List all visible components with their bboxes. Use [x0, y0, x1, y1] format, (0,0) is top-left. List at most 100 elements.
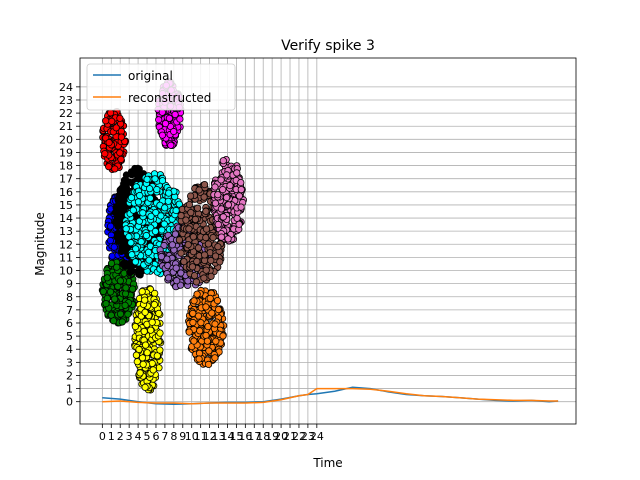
- legend-label-reconstructed: reconstructed: [128, 91, 211, 105]
- scatter-point: [165, 189, 173, 197]
- scatter-point: [116, 114, 124, 122]
- scatter-point: [129, 285, 137, 293]
- scatter-point: [180, 257, 188, 266]
- scatter-point: [195, 355, 203, 363]
- scatter-point: [153, 185, 161, 194]
- scatter-point: [122, 284, 130, 292]
- axes-frame: [79, 57, 577, 425]
- x-tick-label-0: 0: [99, 430, 106, 443]
- scatter-cluster-8: [175, 181, 228, 286]
- x-tick-label-7: 7: [161, 430, 168, 443]
- scatter-point: [203, 337, 211, 345]
- x-tick-label-9: 9: [179, 430, 186, 443]
- scatter-point: [226, 182, 234, 190]
- scatter-point: [106, 288, 115, 296]
- scatter-point: [217, 176, 225, 184]
- scatter-point: [173, 277, 181, 285]
- scatter-point: [211, 354, 219, 362]
- scatter-point: [211, 320, 219, 328]
- scatter-point: [116, 149, 124, 157]
- scatter-point: [176, 281, 185, 289]
- scatter-point: [211, 199, 220, 207]
- scatter-point: [151, 175, 159, 183]
- scatter-point: [224, 201, 232, 209]
- scatter-point: [208, 309, 216, 317]
- y-tick-label-5: 5: [66, 330, 73, 343]
- y-tick-label-0: 0: [66, 396, 73, 409]
- scatter-point: [219, 213, 227, 221]
- scatter-point: [143, 175, 151, 183]
- scatter-point: [122, 171, 131, 179]
- x-tick-label-24: 24: [310, 430, 324, 443]
- scatter-point: [113, 263, 121, 271]
- scatter-point: [133, 358, 141, 366]
- scatter-point: [202, 225, 211, 233]
- scatter-point: [200, 274, 208, 282]
- scatter-point: [107, 259, 116, 267]
- x-tick-label-12: 12: [203, 430, 217, 443]
- scatter-point: [201, 251, 209, 259]
- y-tick-label-19: 19: [59, 146, 73, 159]
- legend-box: [86, 63, 236, 111]
- scatter-point: [219, 186, 227, 194]
- y-tick-label-7: 7: [66, 304, 73, 317]
- scatter-point: [144, 248, 153, 256]
- scatter-point: [139, 209, 147, 217]
- scatter-point: [116, 310, 125, 318]
- scatter-point: [118, 318, 126, 326]
- scatter-point: [152, 209, 160, 217]
- scatter-point: [101, 150, 109, 158]
- scatter-point: [141, 308, 149, 316]
- series-line-reconstructed: [102, 387, 559, 405]
- scatter-point: [131, 322, 139, 331]
- scatter-point: [196, 327, 204, 335]
- scatter-point: [192, 278, 200, 286]
- scatter-point: [202, 331, 210, 339]
- y-tick-label-2: 2: [66, 369, 73, 382]
- scatter-point: [202, 266, 210, 274]
- scatter-point: [189, 309, 197, 317]
- scatter-point: [194, 244, 203, 252]
- scatter-point: [214, 305, 223, 314]
- scatter-point: [168, 241, 176, 249]
- x-tick-label-15: 15: [229, 430, 243, 443]
- scatter-point: [103, 274, 111, 282]
- scatter-point: [137, 238, 145, 246]
- x-tick-label-2: 2: [117, 430, 124, 443]
- scatter-point: [108, 117, 116, 125]
- scatter-point: [164, 197, 172, 205]
- scatter-point: [190, 337, 198, 345]
- x-tick-label-1: 1: [108, 430, 115, 443]
- scatter-point: [147, 326, 155, 334]
- scatter-clusters: [98, 78, 247, 394]
- scatter-point: [167, 141, 175, 149]
- scatter-point: [149, 366, 157, 374]
- scatter-point: [136, 191, 144, 200]
- scatter-point: [128, 267, 136, 275]
- scatter-point: [105, 163, 113, 171]
- scatter-point: [121, 301, 129, 309]
- x-tick-label-11: 11: [194, 430, 208, 443]
- scatter-point: [197, 319, 205, 327]
- scatter-point: [189, 233, 197, 241]
- series-lines: [102, 386, 559, 406]
- y-tick-label-12: 12: [59, 238, 73, 251]
- scatter-point: [102, 299, 110, 308]
- scatter-point: [204, 322, 212, 331]
- scatter-point: [194, 204, 202, 212]
- y-tick-label-10: 10: [59, 265, 73, 278]
- scatter-point: [176, 115, 184, 123]
- y-tick-label-17: 17: [59, 173, 73, 186]
- scatter-point: [157, 252, 165, 261]
- scatter-point: [187, 192, 195, 200]
- x-tick-label-6: 6: [152, 430, 159, 443]
- scatter-point: [134, 198, 142, 206]
- scatter-point: [151, 227, 159, 235]
- scatter-point: [164, 274, 173, 282]
- scatter-point: [209, 234, 217, 242]
- scatter-point: [193, 257, 201, 265]
- scatter-point: [105, 139, 113, 147]
- scatter-point: [213, 296, 222, 305]
- scatter-point: [107, 222, 115, 230]
